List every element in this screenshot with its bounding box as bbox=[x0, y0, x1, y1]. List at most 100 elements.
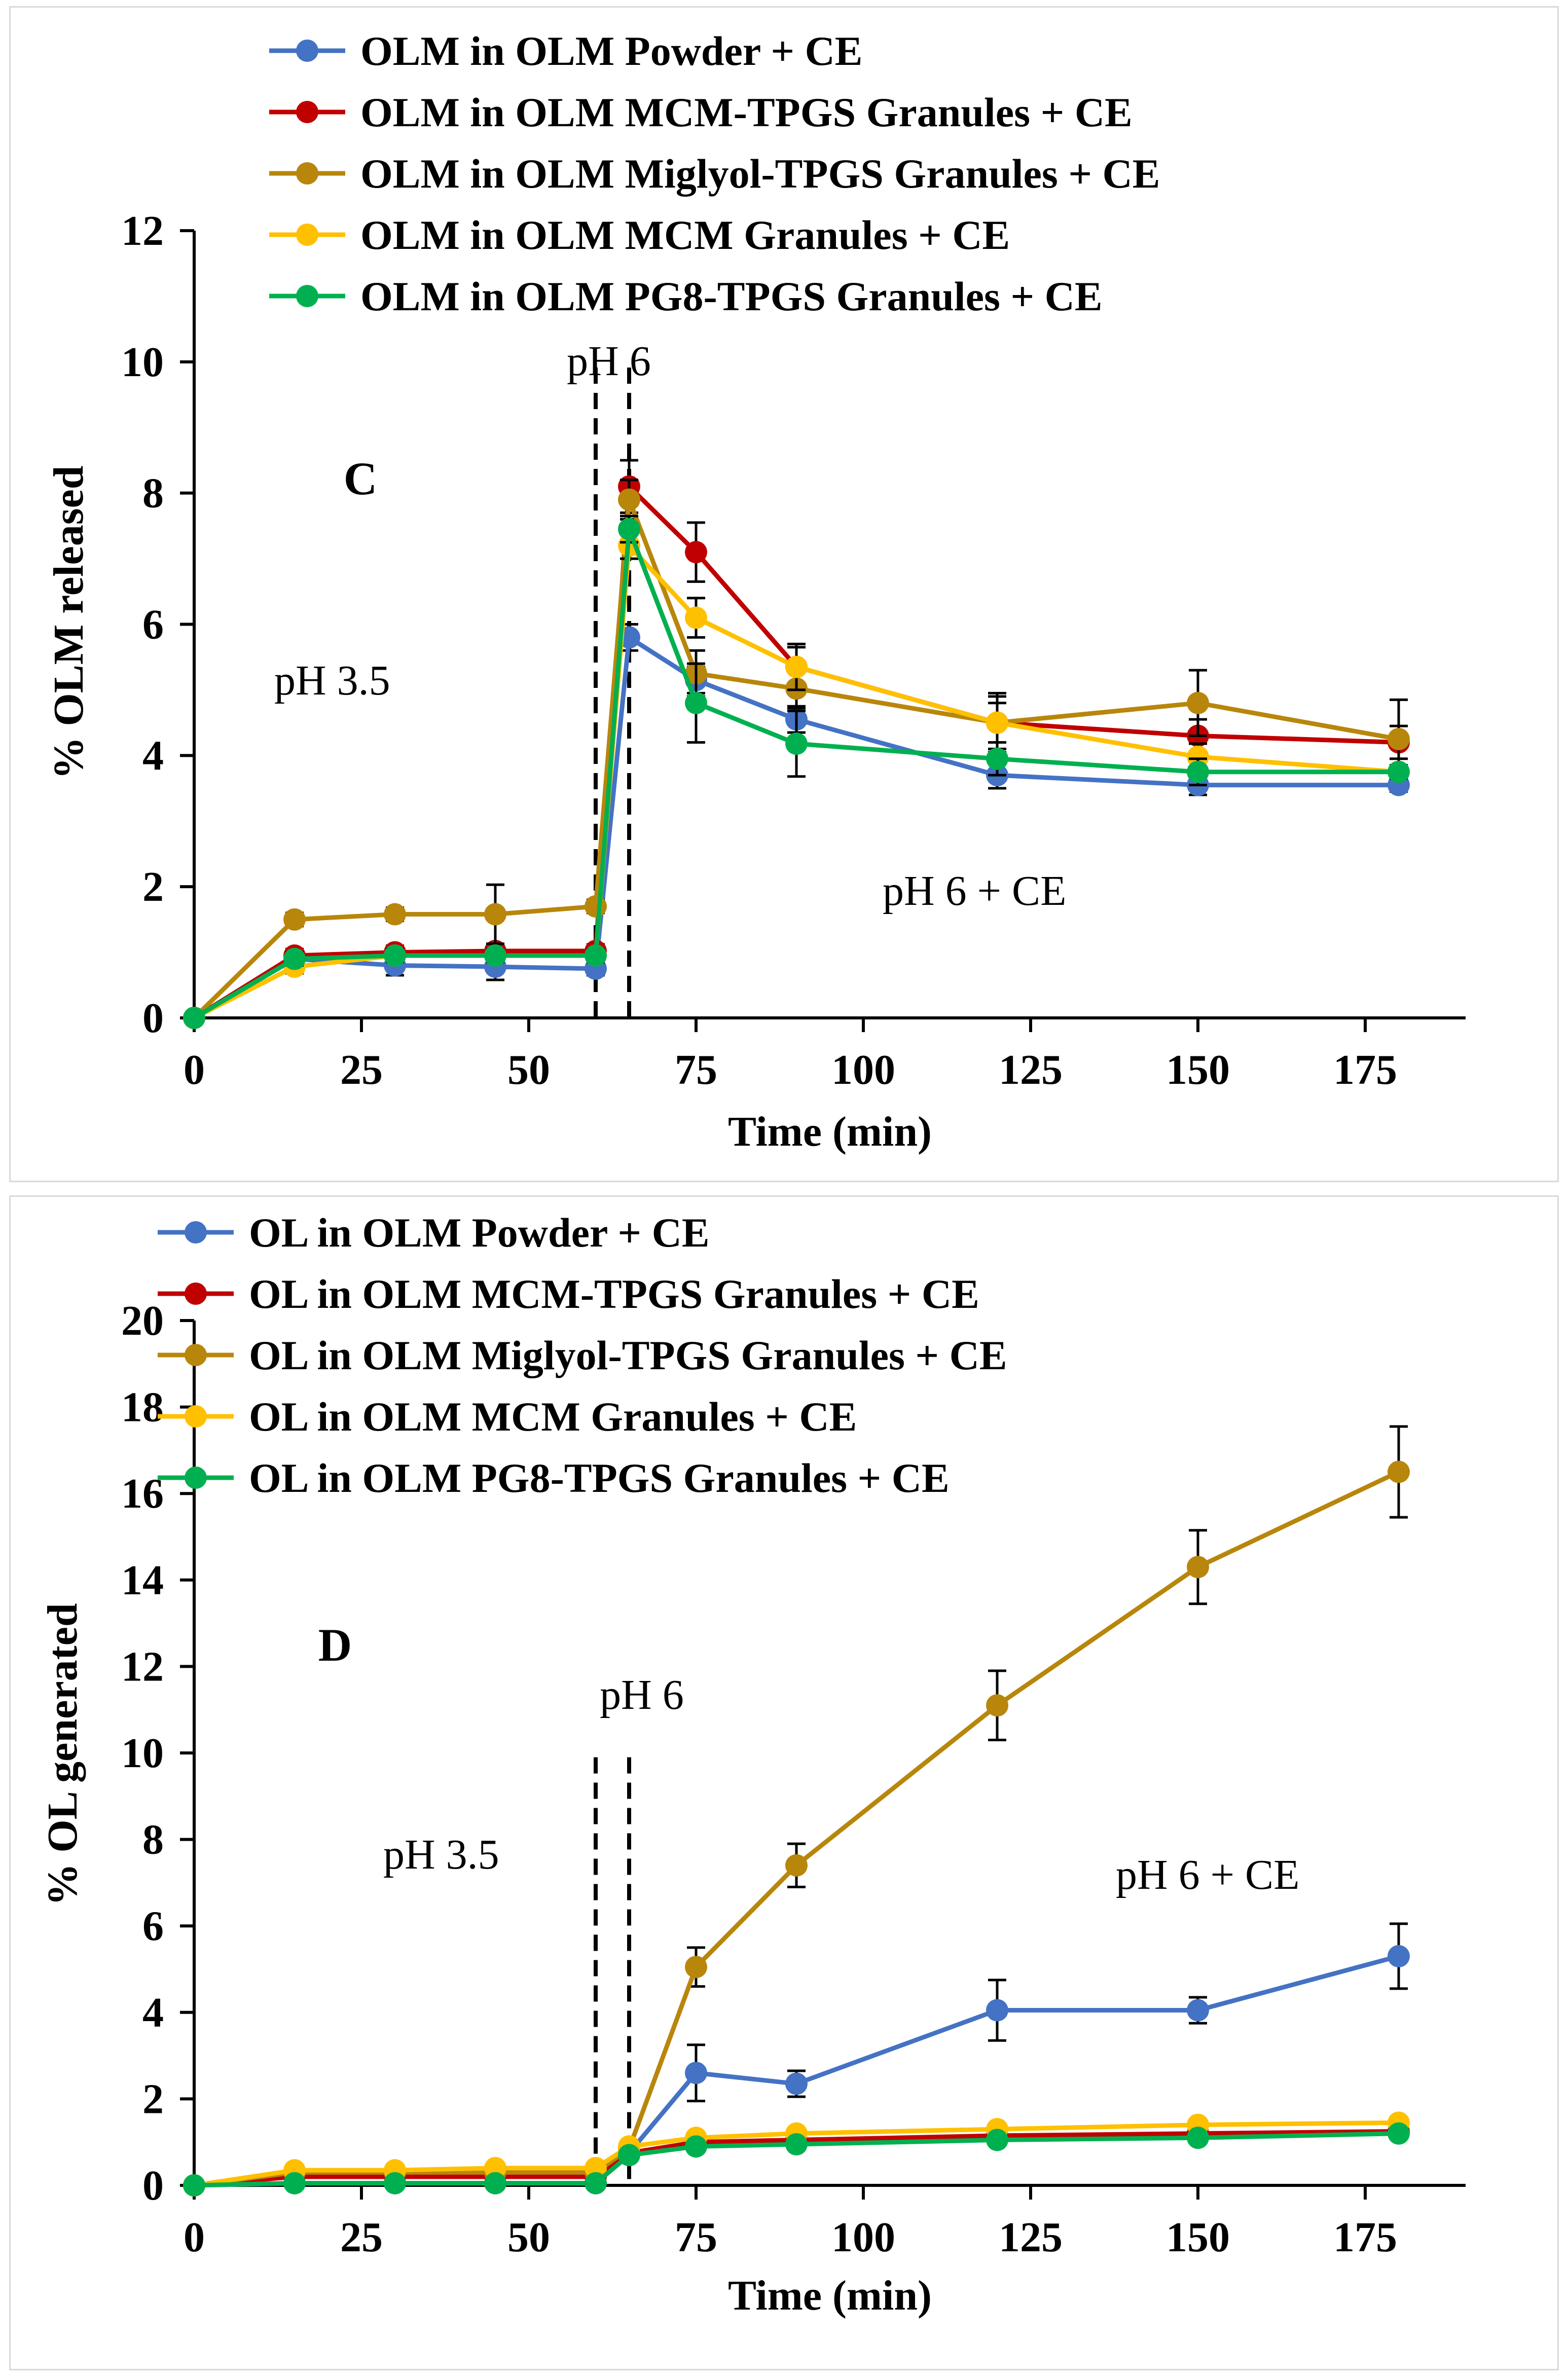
chart-c-data-point bbox=[384, 944, 406, 967]
chart-c-data-point bbox=[484, 903, 506, 926]
chart-d-data-point bbox=[183, 2174, 205, 2197]
chart-c-y-tick-label: 8 bbox=[142, 470, 164, 517]
chart-d-legend-label: OL in OLM Powder + CE bbox=[249, 1210, 710, 1256]
chart-c-data-point bbox=[618, 518, 640, 540]
chart-d-y-tick-label: 8 bbox=[142, 1816, 164, 1863]
chart-d-ph6-ce-label: pH 6 + CE bbox=[1116, 1851, 1299, 1898]
chart-d-data-point bbox=[1388, 2122, 1410, 2145]
chart-c-data-point bbox=[1187, 691, 1209, 714]
chart-c-y-tick-label: 6 bbox=[142, 601, 164, 648]
chart-c-y-tick-label: 12 bbox=[121, 207, 164, 254]
chart-d-data-point bbox=[785, 2133, 808, 2155]
chart-d-legend-swatch-marker bbox=[185, 1283, 207, 1305]
chart-d-data-point bbox=[1187, 2127, 1209, 2149]
chart-d-legend-label: OL in OLM PG8-TPGS Granules + CE bbox=[249, 1455, 950, 1501]
chart-d-x-tick-label: 125 bbox=[999, 2214, 1063, 2261]
chart-d-data-point bbox=[785, 2072, 808, 2095]
chart-d-y-tick-label: 20 bbox=[121, 1297, 164, 1344]
chart-d-legend-label: OL in OLM MCM Granules + CE bbox=[249, 1394, 857, 1440]
chart-d-data-point bbox=[484, 2172, 506, 2194]
chart-d-ph6-label: pH 6 bbox=[600, 1671, 684, 1718]
chart-d-legend-swatch-marker bbox=[185, 1221, 207, 1243]
chart-c-data-point bbox=[986, 747, 1008, 770]
chart-c-ph6-label: pH 6 bbox=[567, 338, 651, 385]
chart-c-svg: 0 2 4 6 8 10 12 0 25 50 75 100 125 150 175 Time (min) % … bbox=[45, 28, 1466, 1155]
chart-d-panel-letter: D bbox=[318, 1619, 352, 1671]
chart-d-x-axis-title: Time (min) bbox=[728, 2272, 932, 2319]
chart-d-data-point bbox=[283, 2172, 306, 2194]
chart-c-x-tick-label: 125 bbox=[999, 1046, 1063, 1093]
chart-c-y-tick-label: 4 bbox=[142, 732, 164, 779]
chart-c-panel-letter: C bbox=[344, 453, 377, 504]
chart-d-data-point bbox=[618, 2144, 640, 2167]
chart-c-data-point bbox=[785, 733, 808, 755]
chart-c-legend-swatch-marker bbox=[296, 285, 318, 307]
chart-c-y-tick-label: 2 bbox=[142, 863, 164, 910]
chart-c-data-point bbox=[685, 606, 707, 629]
chart-c-data-point bbox=[585, 944, 607, 967]
chart-d-y-tick-label: 4 bbox=[142, 1989, 164, 2036]
chart-d-x-tick-label: 0 bbox=[184, 2214, 205, 2261]
chart-c-legend-label: OLM in OLM MCM-TPGS Granules + CE bbox=[360, 89, 1133, 135]
chart-c-legend-label: OLM in OLM PG8-TPGS Granules + CE bbox=[360, 273, 1103, 319]
chart-c-data-point bbox=[283, 908, 306, 931]
chart-d-y-tick-label: 10 bbox=[121, 1730, 164, 1777]
chart-c-series-line bbox=[193, 540, 1399, 1020]
chart-d-ph35-label: pH 3.5 bbox=[383, 1831, 499, 1878]
chart-d-data-point bbox=[986, 1694, 1008, 1717]
chart-d-x-tick-label: 150 bbox=[1166, 2214, 1230, 2261]
chart-c-legend-swatch-marker bbox=[296, 162, 318, 185]
chart-d-legend-label: OL in OLM Miglyol-TPGS Granules + CE bbox=[249, 1332, 1007, 1378]
chart-d-y-tick-label: 0 bbox=[142, 2162, 164, 2209]
chart-c-x-tick-label: 50 bbox=[507, 1046, 550, 1093]
chart-c-legend-label: OLM in OLM Powder + CE bbox=[360, 28, 863, 74]
chart-c-x-axis-title: Time (min) bbox=[728, 1108, 932, 1155]
chart-d-y-tick-label: 16 bbox=[121, 1470, 164, 1517]
chart-d-data-point bbox=[384, 2172, 406, 2194]
chart-c-y-axis-title: % OLM released bbox=[45, 465, 92, 779]
chart-d-y-tick-label: 12 bbox=[121, 1643, 164, 1690]
chart-c-data-point bbox=[785, 655, 808, 678]
chart-d-series-1 bbox=[183, 1922, 1410, 2197]
chart-c-x-tick-label: 25 bbox=[340, 1046, 383, 1093]
chart-c-x-tick-label: 100 bbox=[831, 1046, 895, 1093]
chart-c-data-point bbox=[986, 711, 1008, 734]
chart-c-ph35-label: pH 3.5 bbox=[274, 657, 390, 704]
chart-d-y-tick-label: 2 bbox=[142, 2075, 164, 2123]
chart-d-x-tick-label: 100 bbox=[831, 2214, 895, 2261]
chart-c-y-tick-label: 0 bbox=[142, 995, 164, 1042]
chart-d-data-point bbox=[685, 2062, 707, 2084]
chart-d-x-tick-label: 75 bbox=[675, 2214, 717, 2261]
chart-d-data-point bbox=[986, 2129, 1008, 2151]
chart-c-x-tick-label: 0 bbox=[184, 1046, 205, 1093]
chart-c-x-tick-label: 175 bbox=[1333, 1046, 1397, 1093]
chart-d-data-point bbox=[685, 1956, 707, 1979]
chart-d-x-tick-label: 175 bbox=[1333, 2214, 1397, 2261]
chart-d-data-point bbox=[1187, 1556, 1209, 1579]
chart-panel-d: 0 2 4 6 8 10 12 14 16 18 20 0 25 50 75 100 125 150 175 Time… bbox=[9, 1195, 1559, 2370]
chart-c-x-tick-label: 75 bbox=[675, 1046, 717, 1093]
chart-c-data-point bbox=[484, 944, 506, 967]
chart-d-data-point bbox=[1388, 1460, 1410, 1483]
chart-c-data-point bbox=[585, 895, 607, 918]
chart-d-y-tick-label: 6 bbox=[142, 1903, 164, 1950]
chart-d-data-point bbox=[685, 2135, 707, 2158]
chart-d-legend-swatch-marker bbox=[185, 1344, 207, 1366]
chart-d-legend-label: OL in OLM MCM-TPGS Granules + CE bbox=[249, 1271, 979, 1317]
chart-d-legend-swatch-marker bbox=[185, 1467, 207, 1489]
chart-panel-c: 0 2 4 6 8 10 12 0 25 50 75 100 125 150 175 Time (min) % … bbox=[9, 6, 1559, 1182]
chart-d-x-tick-label: 25 bbox=[340, 2214, 383, 2261]
chart-d-y-tick-label: 18 bbox=[121, 1384, 164, 1431]
chart-c-data-point bbox=[283, 947, 306, 970]
chart-c-legend-label: OLM in OLM MCM Granules + CE bbox=[360, 212, 1010, 258]
chart-d-data-point bbox=[1187, 1999, 1209, 2022]
chart-c-data-point bbox=[1388, 760, 1410, 783]
chart-c-legend-swatch-marker bbox=[296, 101, 318, 123]
chart-c-data-point bbox=[1388, 727, 1410, 750]
chart-c-data-point bbox=[685, 541, 707, 564]
chart-d-y-axis-title: % OL generated bbox=[39, 1603, 86, 1906]
chart-c-data-point bbox=[1187, 760, 1209, 783]
chart-d-data-point bbox=[785, 1854, 808, 1877]
chart-c-legend-swatch-marker bbox=[296, 40, 318, 62]
chart-c-data-point bbox=[384, 903, 406, 926]
